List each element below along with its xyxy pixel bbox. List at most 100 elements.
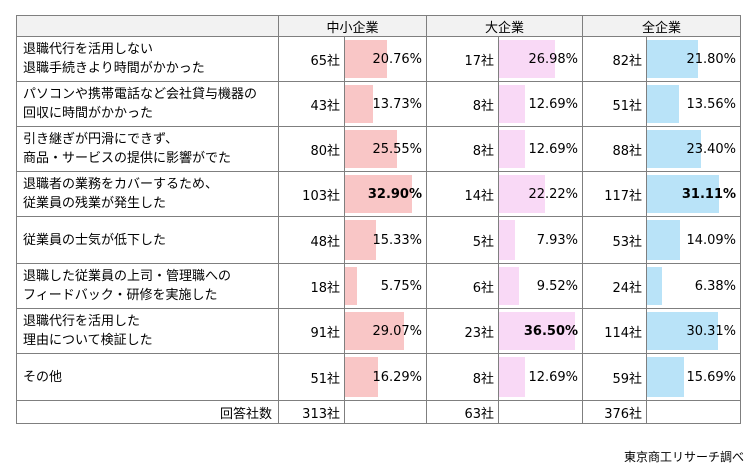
all-data-bar xyxy=(647,220,680,260)
sme-count: 51社 xyxy=(278,353,345,401)
large-count: 14社 xyxy=(426,171,500,217)
large-total-blank xyxy=(498,400,584,424)
sme-count: 43社 xyxy=(278,81,345,127)
row-label-line1: 引き継ぎが円滑にできず、 xyxy=(23,132,179,147)
large-count: 17社 xyxy=(426,36,500,82)
large-percent-cell: 7.93% xyxy=(498,216,584,264)
all-percent-cell: 31.11% xyxy=(646,171,742,217)
survey-table: 中小企業 大企業 全企業 退職代行を活用しない 退職手続きより時間がかかった 65社… xyxy=(16,15,742,424)
all-count: 24社 xyxy=(582,263,648,309)
sme-count: 91社 xyxy=(278,308,345,354)
large-count: 8社 xyxy=(426,81,500,127)
all-count: 88社 xyxy=(582,126,648,172)
all-count: 114社 xyxy=(582,308,648,354)
row-label-line1: パソコンや携帯電話など会社貸与機器の xyxy=(23,87,258,102)
large-total-count: 63社 xyxy=(426,400,500,424)
sme-data-bar xyxy=(345,130,397,168)
large-data-bar xyxy=(499,267,519,305)
all-percent: 14.09% xyxy=(686,232,737,248)
large-percent: 12.69% xyxy=(528,96,579,112)
sme-count: 18社 xyxy=(278,263,345,309)
large-count: 23社 xyxy=(426,308,500,354)
header-sme: 中小企業 xyxy=(277,15,428,37)
all-percent: 30.31% xyxy=(686,323,737,339)
sme-data-bar xyxy=(345,175,412,213)
row-label-line2: 回収に時間がかかった xyxy=(23,106,154,121)
sme-data-bar xyxy=(345,357,378,397)
all-percent-cell: 21.80% xyxy=(646,36,742,82)
source-note: 東京商工リサーチ調べ xyxy=(623,450,744,464)
row-label: 退職した従業員の上司・管理職への フィードバック・研修を実施した xyxy=(16,263,279,309)
large-percent: 12.69% xyxy=(528,141,579,157)
sme-count: 48社 xyxy=(278,216,345,264)
sme-total-count: 313社 xyxy=(278,400,345,424)
large-data-bar xyxy=(499,85,526,123)
large-data-bar xyxy=(499,175,546,213)
row-label-line2: 従業員の残業が発生した xyxy=(23,196,167,211)
row-label: 従業員の士気が低下した xyxy=(16,216,279,264)
header-large: 大企業 xyxy=(426,15,584,37)
all-count: 117社 xyxy=(582,171,648,217)
all-percent-cell: 6.38% xyxy=(646,263,742,309)
row-label: その他 xyxy=(16,353,279,401)
large-percent-cell: 9.52% xyxy=(498,263,584,309)
all-percent-cell: 30.31% xyxy=(646,308,742,354)
all-percent-cell: 15.69% xyxy=(646,353,742,401)
table-row: パソコンや携帯電話など会社貸与機器の 回収に時間がかかった 43社 13.73% 8社 1… xyxy=(16,81,742,127)
large-count: 6社 xyxy=(426,263,500,309)
all-data-bar xyxy=(647,312,718,350)
table-row: 引き継ぎが円滑にできず、 商品・サービスの提供に影響がでた 80社 25.55% 8社 1… xyxy=(16,126,742,172)
all-percent: 13.56% xyxy=(686,96,737,112)
row-label-line2: 商品・サービスの提供に影響がでた xyxy=(23,151,232,166)
sme-data-bar xyxy=(345,85,373,123)
large-data-bar xyxy=(499,357,526,397)
table-row: 退職した従業員の上司・管理職への フィードバック・研修を実施した 18社 5.75% 6… xyxy=(16,263,742,309)
all-percent: 23.40% xyxy=(686,141,737,157)
header-row: 中小企業 大企業 全企業 xyxy=(16,15,742,37)
table-body: 退職代行を活用しない 退職手続きより時間がかかった 65社 20.76% 17社 26.9… xyxy=(16,36,742,424)
row-label-line2: フィードバック・研修を実施した xyxy=(23,288,218,303)
all-percent: 6.38% xyxy=(694,278,737,294)
header-blank xyxy=(16,15,279,37)
all-count: 59社 xyxy=(582,353,648,401)
sme-percent: 25.55% xyxy=(372,141,423,157)
sme-percent-cell: 32.90% xyxy=(343,171,428,217)
all-total-count: 376社 xyxy=(582,400,648,424)
row-label: パソコンや携帯電話など会社貸与機器の 回収に時間がかかった xyxy=(16,81,279,127)
sme-percent: 32.90% xyxy=(367,186,423,202)
table-row: 退職者の業務をカバーするため、 従業員の残業が発生した 103社 32.90% 14社 2… xyxy=(16,171,742,217)
header-all: 全企業 xyxy=(582,15,742,37)
large-data-bar xyxy=(499,40,555,78)
total-row: 回答社数 313社 63社 376社 xyxy=(16,400,742,424)
all-count: 82社 xyxy=(582,36,648,82)
sme-percent-cell: 16.29% xyxy=(343,353,428,401)
sme-percent: 15.33% xyxy=(372,232,423,248)
large-percent-cell: 36.50% xyxy=(498,308,584,354)
sme-percent-cell: 13.73% xyxy=(343,81,428,127)
all-percent: 15.69% xyxy=(686,369,737,385)
large-percent-cell: 22.22% xyxy=(498,171,584,217)
large-count: 8社 xyxy=(426,353,500,401)
all-percent-cell: 14.09% xyxy=(646,216,742,264)
total-label: 回答社数 xyxy=(16,400,279,424)
sme-percent: 13.73% xyxy=(372,96,423,112)
all-data-bar xyxy=(647,130,702,168)
sme-count: 80社 xyxy=(278,126,345,172)
table-row: その他 51社 16.29% 8社 12.69% 59社 15.69% xyxy=(16,353,742,401)
large-percent-cell: 26.98% xyxy=(498,36,584,82)
large-percent-cell: 12.69% xyxy=(498,81,584,127)
row-label: 退職代行を活用した 理由について検証した xyxy=(16,308,279,354)
large-percent: 7.93% xyxy=(536,232,579,248)
large-percent: 9.52% xyxy=(536,278,579,294)
table-row: 退職代行を活用した 理由について検証した 91社 29.07% 23社 36.50% 114… xyxy=(16,308,742,354)
row-label: 引き継ぎが円滑にできず、商品・サービスの提供に影響がでた xyxy=(16,126,279,172)
large-data-bar xyxy=(499,220,516,260)
large-count: 5社 xyxy=(426,216,500,264)
large-percent-cell: 12.69% xyxy=(498,126,584,172)
large-data-bar xyxy=(499,312,575,350)
all-percent: 31.11% xyxy=(681,186,737,202)
row-label: 退職者の業務をカバーするため、 従業員の残業が発生した xyxy=(16,171,279,217)
all-percent-cell: 23.40% xyxy=(646,126,742,172)
row-label-line1: 退職代行を活用した xyxy=(23,314,141,329)
row-label-line1: 従業員の士気が低下した xyxy=(23,232,167,248)
